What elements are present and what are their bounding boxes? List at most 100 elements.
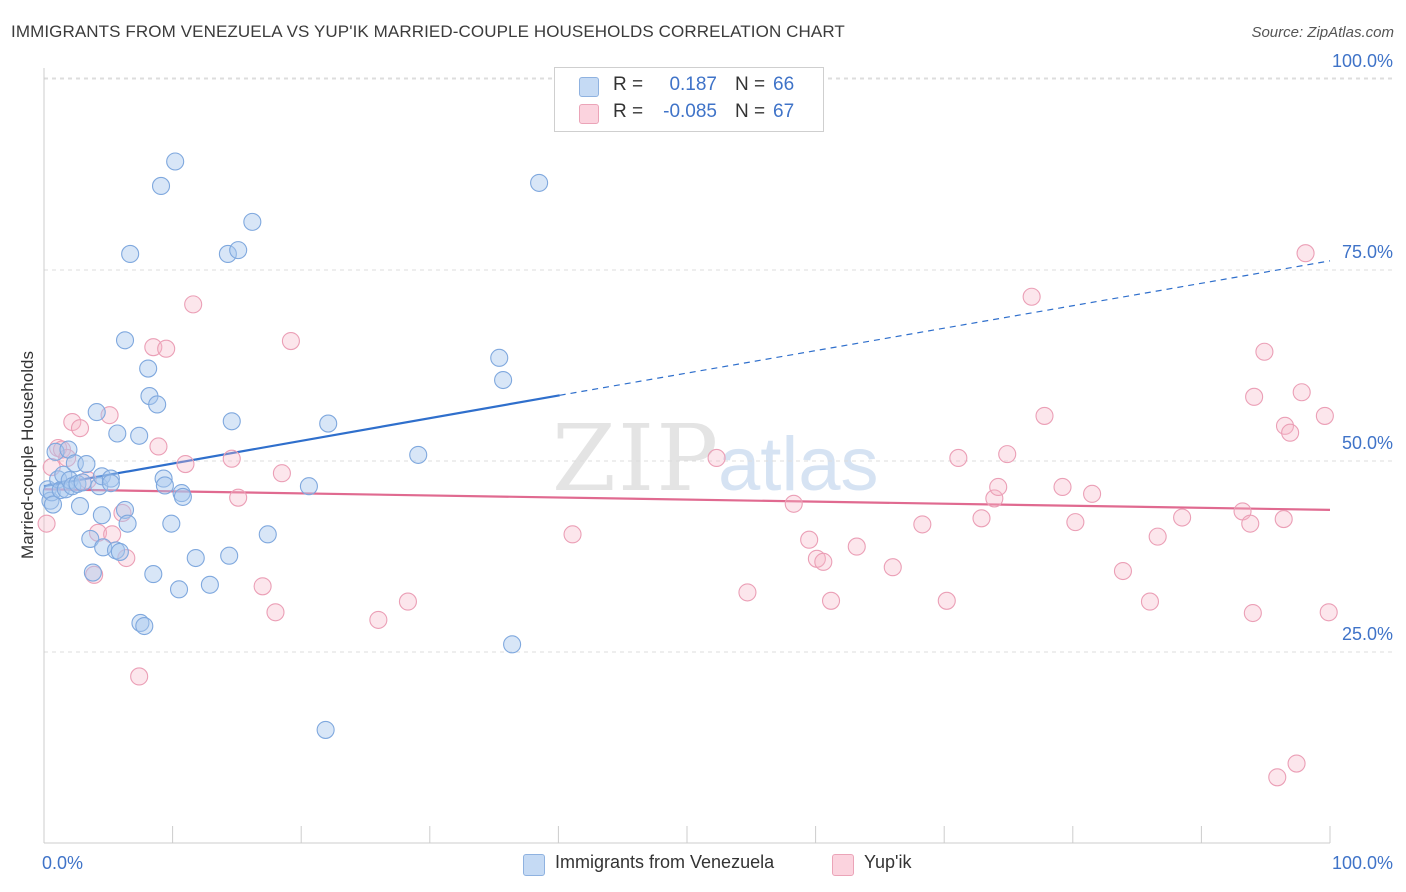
point-venezuela — [200, 575, 219, 594]
point-venezuela — [101, 469, 120, 488]
point-venezuela — [77, 455, 96, 474]
point-yupik — [1243, 603, 1262, 623]
point-venezuela — [503, 635, 522, 654]
point-venezuela — [258, 525, 277, 544]
point-yupik — [707, 448, 726, 467]
point-venezuela — [162, 514, 181, 533]
point-yupik — [222, 449, 241, 468]
point-yupik — [883, 558, 902, 577]
point-venezuela — [144, 565, 163, 584]
point-yupik — [1245, 387, 1264, 406]
point-venezuela — [148, 395, 167, 414]
point-yupik — [1035, 406, 1054, 425]
point-yupik — [266, 603, 285, 622]
point-venezuela — [43, 495, 63, 514]
point-yupik — [1268, 768, 1287, 787]
point-venezuela — [316, 720, 335, 739]
point-yupik — [972, 509, 991, 528]
bottom-legend-swatch-yupik — [832, 854, 854, 876]
legend-n-value: 67 — [773, 101, 795, 122]
stats-legend: R = 0.187 N = 66 R = -0.085 N = 67 — [554, 67, 824, 132]
point-venezuela — [169, 580, 189, 599]
point-yupik — [1083, 484, 1102, 503]
point-yupik — [1287, 754, 1306, 773]
trend-line-venezuela-extension — [559, 260, 1331, 396]
y-tick-label: 50.0% — [1342, 433, 1393, 453]
trend-line-venezuela — [43, 394, 560, 488]
point-yupik — [253, 577, 272, 596]
point-yupik — [1296, 244, 1315, 263]
point-yupik — [738, 583, 757, 602]
point-yupik — [847, 537, 866, 556]
point-yupik — [1281, 423, 1300, 442]
point-yupik — [998, 445, 1017, 464]
bottom-legend-swatch-venezuela — [523, 854, 545, 876]
x-tick-label: 0.0% — [42, 853, 83, 873]
point-yupik — [989, 477, 1008, 497]
point-venezuela — [81, 529, 100, 548]
point-yupik — [70, 419, 90, 438]
point-yupik — [1292, 383, 1311, 402]
legend-n-label: N = — [735, 101, 766, 122]
point-venezuela — [70, 497, 90, 516]
point-venezuela — [243, 212, 262, 231]
point-yupik — [1022, 287, 1041, 306]
legend-n-label: N = — [735, 74, 766, 95]
watermark: ZIP atlas — [552, 405, 879, 512]
point-yupik — [949, 448, 968, 467]
point-yupik — [913, 515, 932, 534]
point-venezuela — [229, 241, 248, 260]
point-yupik — [821, 591, 841, 610]
legend-swatch-venezuela — [579, 77, 599, 97]
point-venezuela — [409, 445, 428, 464]
point-yupik — [1255, 342, 1274, 361]
point-yupik — [1066, 513, 1085, 532]
point-venezuela — [186, 548, 205, 568]
legend-n-value: 66 — [773, 74, 795, 95]
y-tick-label: 75.0% — [1342, 242, 1393, 262]
trend-line-yupik — [43, 488, 1331, 511]
point-venezuela — [218, 244, 237, 264]
legend-r-label: R = — [613, 74, 644, 95]
point-venezuela — [173, 487, 192, 506]
point-venezuela — [110, 542, 129, 561]
point-venezuela — [222, 412, 241, 431]
point-venezuela — [220, 546, 239, 565]
source-label: Source: ZipAtlas.com — [1251, 24, 1394, 41]
chart-title: IMMIGRANTS FROM VENEZUELA VS YUP'IK MARR… — [11, 22, 845, 41]
point-yupik — [398, 592, 417, 611]
point-venezuela — [154, 469, 173, 488]
point-yupik — [130, 667, 149, 686]
point-venezuela — [83, 563, 102, 582]
point-venezuela — [92, 506, 111, 525]
point-venezuela — [490, 348, 509, 367]
point-venezuela — [155, 476, 174, 495]
point-yupik — [784, 494, 803, 513]
y-tick-label: 100.0% — [1332, 51, 1393, 71]
point-yupik — [176, 455, 195, 474]
point-venezuela — [494, 370, 513, 390]
point-yupik — [1053, 477, 1072, 497]
point-yupik — [229, 488, 248, 507]
point-yupik — [1140, 592, 1160, 611]
point-venezuela — [118, 514, 137, 533]
point-venezuela — [530, 173, 549, 192]
legend-r-value: -0.085 — [663, 101, 717, 122]
point-yupik — [1113, 561, 1133, 581]
point-yupik — [37, 514, 56, 533]
watermark-atlas: atlas — [718, 422, 879, 507]
point-venezuela — [166, 152, 185, 171]
point-venezuela — [299, 477, 318, 496]
point-yupik — [814, 552, 833, 571]
point-venezuela — [139, 359, 158, 378]
point-venezuela — [319, 414, 338, 433]
point-yupik — [985, 489, 1004, 508]
point-venezuela — [108, 424, 127, 443]
bottom-legend-label-venezuela: Immigrants from Venezuela — [555, 852, 775, 872]
point-yupik — [1315, 406, 1334, 425]
point-venezuela — [115, 331, 135, 350]
point-yupik — [1173, 508, 1192, 527]
legend-r-label: R = — [613, 101, 644, 122]
point-yupik — [157, 339, 176, 358]
point-yupik — [937, 591, 956, 610]
